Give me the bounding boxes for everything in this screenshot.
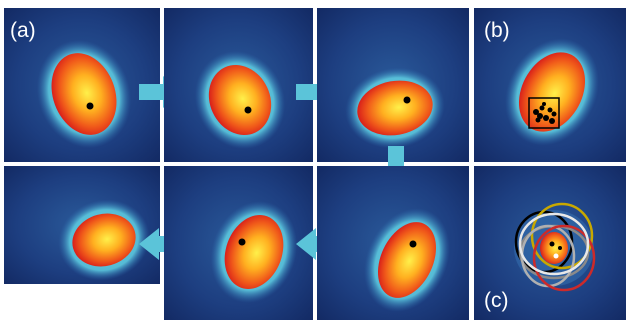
frame-1: (a) bbox=[4, 8, 160, 162]
frame-3-image bbox=[317, 8, 469, 162]
frame-4-image bbox=[317, 166, 469, 320]
frame-1-image bbox=[4, 8, 160, 162]
frame-2 bbox=[164, 8, 313, 162]
panel-b-image bbox=[474, 8, 626, 162]
frame-6-image bbox=[164, 166, 313, 320]
frame-3 bbox=[317, 8, 469, 162]
frame-2-image bbox=[164, 8, 313, 162]
panel-label-c: (c) bbox=[484, 289, 509, 312]
panel-label-b: (b) bbox=[484, 19, 510, 42]
position-dot bbox=[244, 106, 252, 114]
intensity-blob bbox=[357, 80, 433, 136]
intensity-blob bbox=[540, 232, 568, 264]
position-dot bbox=[86, 102, 94, 110]
intensity-blob bbox=[51, 53, 117, 135]
position-dot bbox=[238, 238, 246, 246]
trajectory-rings bbox=[514, 202, 596, 292]
frame-4 bbox=[317, 166, 469, 320]
frame-7-image bbox=[4, 166, 160, 284]
intensity-blob bbox=[72, 213, 136, 267]
panel-c: (c) bbox=[474, 166, 626, 320]
trajectory-points bbox=[533, 102, 557, 124]
intensity-blob bbox=[224, 215, 284, 289]
panel-label-a: (a) bbox=[10, 19, 36, 42]
position-dot bbox=[409, 240, 417, 248]
frame-7 bbox=[4, 166, 160, 284]
panel-b: (b) bbox=[474, 8, 626, 162]
intensity-blob bbox=[377, 222, 437, 298]
trajectory-box bbox=[528, 97, 560, 129]
position-dot bbox=[403, 96, 411, 104]
intensity-blob bbox=[208, 64, 272, 136]
panel-c-image bbox=[474, 166, 626, 320]
frame-6 bbox=[164, 166, 313, 320]
